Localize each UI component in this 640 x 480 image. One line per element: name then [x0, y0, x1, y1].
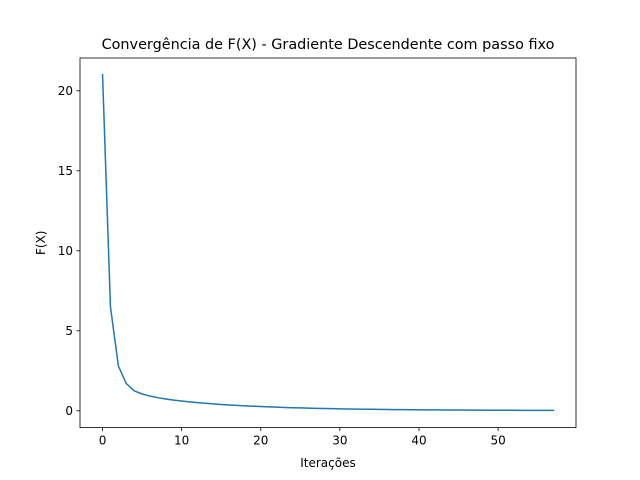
series-line-0 [101, 74, 555, 412]
x-tick-label: 20 [253, 434, 268, 448]
axes-frame [79, 57, 577, 429]
x-tick-label: 30 [332, 434, 347, 448]
chart-title: Convergência de F(X) - Gradiente Descend… [102, 37, 555, 53]
y-axis-label: F(X) [34, 231, 48, 256]
x-tick-label: 0 [99, 434, 107, 448]
y-tick-label: 5 [65, 324, 73, 338]
y-tick-label: 20 [58, 84, 73, 98]
x-tick-label: 40 [411, 434, 426, 448]
x-tick-label: 10 [174, 434, 189, 448]
y-tick-label: 15 [58, 164, 73, 178]
y-tick-label: 10 [58, 244, 73, 258]
x-axis-label: Iterações [300, 456, 356, 470]
y-tick-label: 0 [65, 404, 73, 418]
plot-area: 0 10 20 30 40 50 0 5 10 15 20 [58, 74, 555, 448]
x-tick-label: 50 [490, 434, 505, 448]
